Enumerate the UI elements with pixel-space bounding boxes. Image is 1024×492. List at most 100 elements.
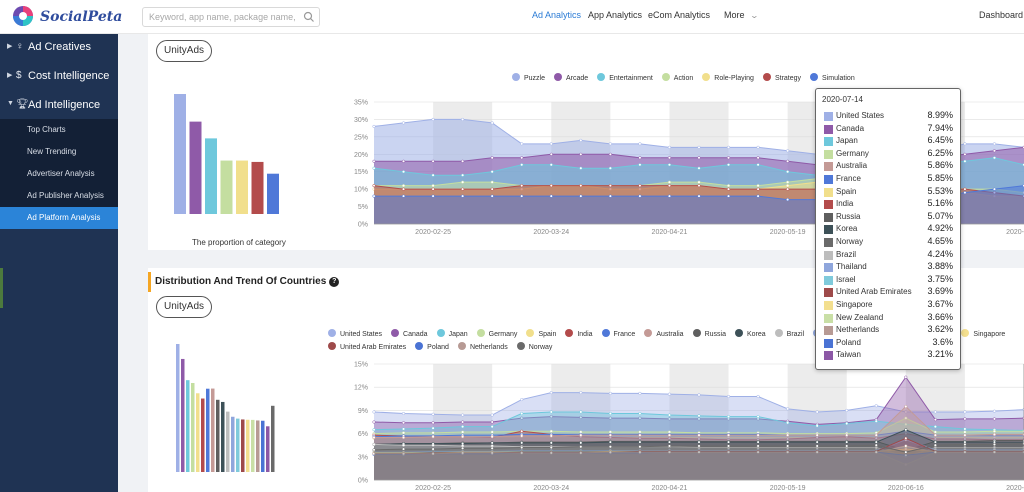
- data-point-australia[interactable]: [845, 433, 849, 437]
- data-point-singapore[interactable]: [904, 447, 908, 451]
- data-point-arcade[interactable]: [667, 156, 672, 160]
- data-point-germany[interactable]: [490, 430, 494, 434]
- data-point-role-playing[interactable]: [786, 184, 790, 188]
- legend-item-role-playing[interactable]: Role-Playing: [702, 73, 754, 85]
- data-point-australia[interactable]: [579, 433, 583, 437]
- data-point-united-states[interactable]: [933, 410, 937, 414]
- data-point-canada[interactable]: [608, 416, 612, 420]
- data-point-germany[interactable]: [904, 416, 908, 420]
- bar-germany[interactable]: [191, 383, 195, 472]
- legend-item-brazil[interactable]: Brazil: [774, 329, 804, 341]
- data-point-korea[interactable]: [520, 441, 524, 445]
- data-point-japan[interactable]: [372, 428, 376, 432]
- data-point-norway[interactable]: [756, 444, 760, 448]
- bar-strategy[interactable]: [251, 161, 264, 214]
- data-point-norway[interactable]: [579, 445, 583, 449]
- series-area-poland[interactable]: [374, 452, 1024, 480]
- data-point-entertainment[interactable]: [431, 173, 435, 177]
- data-point-netherlands[interactable]: [933, 450, 937, 454]
- data-point-united-states[interactable]: [786, 407, 790, 411]
- data-point-puzzle[interactable]: [667, 145, 672, 149]
- data-point-australia[interactable]: [726, 433, 731, 437]
- legend-item-singapore[interactable]: Singapore: [961, 329, 1005, 341]
- data-point-norway[interactable]: [638, 445, 642, 449]
- data-point-strategy[interactable]: [667, 184, 672, 188]
- data-point-united-states[interactable]: [520, 398, 524, 402]
- bar-puzzle[interactable]: [174, 94, 186, 214]
- data-point-puzzle[interactable]: [431, 117, 435, 121]
- data-point-norway[interactable]: [608, 445, 612, 449]
- data-point-simulation[interactable]: [520, 194, 524, 198]
- data-point-puzzle[interactable]: [401, 121, 406, 125]
- data-point-australia[interactable]: [608, 433, 612, 437]
- data-point-simulation[interactable]: [490, 194, 494, 198]
- data-point-germany[interactable]: [549, 429, 553, 433]
- legend-item-poland[interactable]: Poland: [415, 342, 449, 354]
- platform-pill[interactable]: UnityAds: [156, 40, 213, 62]
- legend-item-united-arab-emirates[interactable]: United Arab Emirates: [328, 342, 406, 354]
- data-point-japan[interactable]: [963, 427, 967, 431]
- data-point-spain[interactable]: [904, 458, 908, 462]
- data-point-arcade[interactable]: [697, 156, 701, 160]
- data-point-australia[interactable]: [520, 434, 524, 438]
- data-point-norway[interactable]: [726, 444, 731, 448]
- data-point-simulation[interactable]: [992, 187, 997, 191]
- data-point-simulation[interactable]: [667, 194, 672, 198]
- data-point-australia[interactable]: [490, 435, 494, 439]
- bar-canada[interactable]: [181, 358, 185, 472]
- data-point-puzzle[interactable]: [549, 142, 553, 146]
- data-point-action[interactable]: [667, 180, 672, 184]
- nav-more[interactable]: More ⌄: [724, 10, 759, 20]
- data-point-india[interactable]: [520, 429, 524, 433]
- bar-spain[interactable]: [196, 393, 200, 472]
- data-point-netherlands[interactable]: [874, 450, 878, 454]
- data-point-india[interactable]: [638, 436, 642, 440]
- bar-simulation[interactable]: [267, 173, 279, 214]
- data-point-strategy[interactable]: [726, 187, 731, 191]
- legend-item-entertainment[interactable]: Entertainment: [597, 73, 653, 85]
- bar-united-states[interactable]: [176, 344, 180, 472]
- data-point-japan[interactable]: [815, 424, 819, 428]
- data-point-germany[interactable]: [963, 430, 967, 434]
- data-point-united-states[interactable]: [579, 391, 583, 395]
- data-point-norway[interactable]: [786, 444, 790, 448]
- search-icon[interactable]: [303, 11, 315, 23]
- data-point-simulation[interactable]: [549, 194, 553, 198]
- bar-russia[interactable]: [216, 399, 220, 472]
- bar-poland[interactable]: [261, 420, 265, 472]
- data-point-netherlands[interactable]: [401, 452, 406, 456]
- data-point-norway[interactable]: [461, 446, 465, 450]
- data-point-japan[interactable]: [638, 411, 642, 416]
- data-point-australia[interactable]: [372, 435, 376, 440]
- bar-india[interactable]: [201, 398, 205, 472]
- logo[interactable]: SocialPeta: [12, 5, 122, 29]
- data-point-korea[interactable]: [786, 440, 790, 444]
- data-point-japan[interactable]: [461, 425, 465, 429]
- data-point-arcade[interactable]: [549, 152, 553, 156]
- data-point-canada[interactable]: [992, 417, 997, 421]
- data-point-united-states[interactable]: [667, 392, 672, 396]
- data-point-simulation[interactable]: [608, 194, 612, 198]
- data-point-norway[interactable]: [815, 444, 819, 448]
- data-point-united-states[interactable]: [638, 391, 642, 395]
- data-point-united-states[interactable]: [756, 394, 760, 399]
- data-point-netherlands[interactable]: [756, 450, 760, 454]
- data-point-australia[interactable]: [638, 433, 642, 437]
- data-point-canada[interactable]: [490, 420, 494, 424]
- data-point-australia[interactable]: [756, 433, 760, 437]
- data-point-puzzle[interactable]: [963, 142, 967, 146]
- bar-taiwan[interactable]: [266, 426, 270, 472]
- data-point-united-states[interactable]: [815, 410, 819, 414]
- data-point-puzzle[interactable]: [726, 145, 731, 149]
- data-point-norway[interactable]: [874, 443, 878, 447]
- data-point-japan[interactable]: [874, 419, 878, 423]
- legend-item-united-states[interactable]: United States: [328, 329, 382, 341]
- data-point-india[interactable]: [667, 436, 672, 440]
- sidebar-item-new-trending[interactable]: New Trending: [27, 147, 77, 156]
- data-point-new-zealand[interactable]: [904, 462, 908, 467]
- sidebar-item-ad-publisher-analysis[interactable]: Ad Publisher Analysis: [27, 191, 104, 200]
- sidebar-item-advertiser-analysis[interactable]: Advertiser Analysis: [27, 169, 95, 178]
- sidebar-item-ad-platform-analysis[interactable]: Ad Platform Analysis: [0, 207, 118, 229]
- data-point-norway[interactable]: [401, 447, 406, 451]
- data-point-united-states[interactable]: [963, 410, 967, 414]
